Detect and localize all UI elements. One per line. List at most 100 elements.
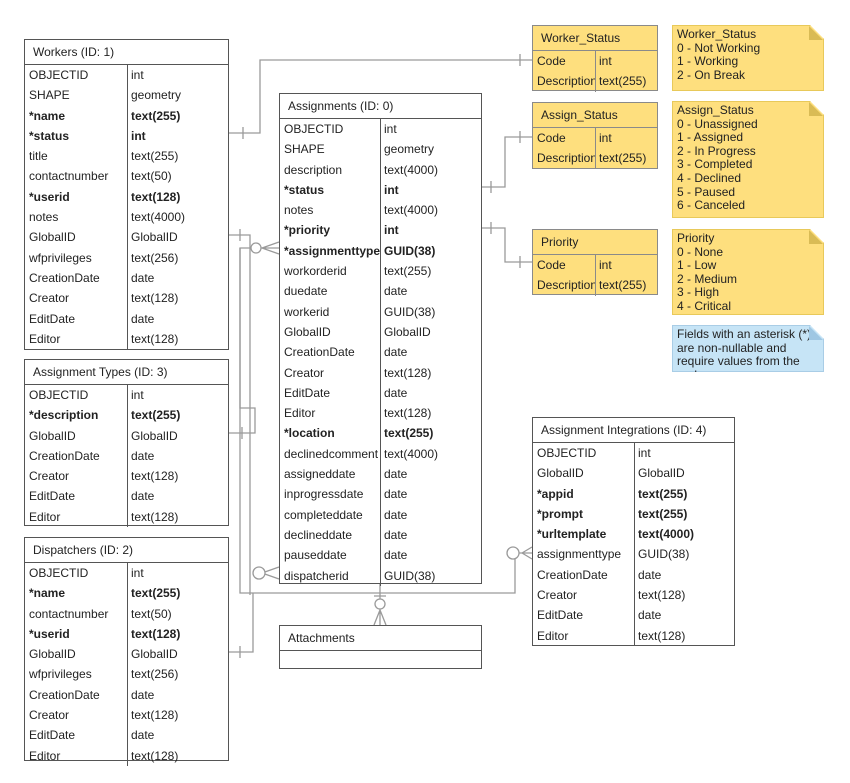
column-divider [595, 51, 596, 92]
field-name: Creator [29, 708, 70, 723]
field-type: date [131, 311, 155, 326]
field-row: *description text(255) [25, 405, 228, 425]
field-type: date [384, 284, 408, 299]
field-list: OBJECTID int SHAPE geometry description text(… [280, 119, 481, 586]
field-row: Editor text(128) [280, 403, 481, 423]
field-list: OBJECTID int SHAPE geometry *name text(255) *s… [25, 65, 228, 350]
field-type: text(128) [638, 628, 686, 643]
field-type: text(256) [131, 667, 179, 682]
field-list: OBJECTID int GlobalID GlobalID *appid text(25… [533, 443, 734, 646]
field-name: EditDate [537, 608, 584, 623]
field-name: *name [29, 108, 66, 123]
note-line: 3 - High [677, 285, 720, 300]
column-divider [127, 385, 128, 528]
field-name: contactnumber [29, 169, 109, 184]
field-list: OBJECTID int *description text(255) GlobalID… [25, 385, 228, 528]
field-row: *appid text(255) [533, 484, 734, 504]
field-name: *location [284, 426, 335, 441]
field-name: wfprivileges [29, 667, 92, 682]
field-type: text(4000) [131, 210, 186, 225]
field-row: Editor text(128) [25, 746, 228, 766]
table-title: Assign_Status [533, 103, 657, 128]
field-type: text(255) [384, 426, 434, 441]
field-type: GlobalID [131, 230, 178, 245]
field-type: text(255) [599, 151, 647, 166]
field-type: text(128) [131, 189, 181, 204]
field-list: Code int Description text(255) [533, 128, 657, 169]
note-line: Worker_Status [677, 27, 757, 41]
field-name: Editor [29, 748, 61, 763]
note-worker-status: Worker_Status 0 - Not Working 1 - Working 2… [672, 25, 824, 91]
field-name: wfprivileges [29, 250, 92, 265]
field-row: *priority int [280, 220, 481, 240]
field-row: title text(255) [25, 146, 228, 166]
field-type: text(128) [131, 469, 179, 484]
field-name: GlobalID [284, 324, 331, 339]
field-type: text(128) [131, 291, 179, 306]
field-row: *location text(255) [280, 423, 481, 443]
column-divider [380, 119, 381, 586]
field-type: GUID(38) [638, 547, 690, 562]
column-divider [127, 563, 128, 766]
note-line: 1 - Working [677, 54, 739, 69]
field-row: GlobalID GlobalID [280, 322, 481, 342]
field-name: Creator [29, 469, 70, 484]
field-row: EditDate date [25, 725, 228, 745]
field-row: Editor text(128) [25, 329, 228, 349]
field-row: wfprivileges text(256) [25, 248, 228, 268]
field-row: *urltemplate text(4000) [533, 524, 734, 544]
field-name: *status [284, 182, 325, 197]
field-name: declinedcomment [284, 446, 379, 461]
field-name: OBJECTID [29, 68, 89, 82]
field-row: SHAPE geometry [25, 85, 228, 105]
table-title: Dispatchers (ID: 2) [25, 538, 228, 563]
field-name: CreationDate [537, 567, 608, 582]
field-name: declineddate [284, 527, 353, 542]
field-name: *userid [29, 626, 70, 641]
field-type: text(128) [131, 331, 179, 346]
field-type: int [384, 122, 397, 136]
field-name: *status [29, 128, 70, 143]
field-row: Description text(255) [533, 148, 657, 168]
field-name: Creator [284, 365, 325, 380]
field-name: workorderid [284, 264, 347, 279]
field-row: *userid text(128) [25, 187, 228, 207]
field-name: notes [284, 203, 314, 218]
column-divider [595, 128, 596, 169]
field-name: Editor [284, 406, 316, 421]
field-row: Code int [533, 255, 657, 275]
field-name: EditDate [29, 489, 76, 504]
field-row: workerid GUID(38) [280, 302, 481, 322]
field-name: contactnumber [29, 606, 109, 621]
field-row: notes text(4000) [25, 207, 228, 227]
field-type: date [638, 567, 662, 582]
field-name: CreationDate [284, 345, 355, 360]
field-name: completeddate [284, 507, 363, 522]
field-name: duedate [284, 284, 328, 299]
field-row: declinedcomment text(4000) [280, 444, 481, 464]
table-title: Workers (ID: 1) [25, 40, 228, 65]
field-name: *description [29, 408, 99, 423]
field-row: Description text(255) [533, 275, 657, 295]
table-assignment-types: Assignment Types (ID: 3) OBJECTID int *desc… [24, 359, 229, 528]
table-title: Assignments (ID: 0) [280, 94, 481, 119]
field-row: EditDate date [533, 605, 734, 625]
field-row: GlobalID GlobalID [25, 227, 228, 247]
field-type: date [131, 687, 155, 702]
field-type: GUID(38) [384, 243, 436, 258]
field-row: GlobalID GlobalID [25, 426, 228, 446]
table-title: Assignment Integrations (ID: 4) [533, 418, 734, 443]
field-name: GlobalID [29, 647, 76, 662]
column-divider [634, 443, 635, 646]
field-type: text(256) [131, 250, 179, 265]
field-type: date [384, 527, 408, 542]
table-assignments: Assignments (ID: 0) OBJECTID int SHAPE geome… [279, 93, 482, 586]
field-type: date [131, 489, 155, 504]
domain-priority: Priority Code int Description text(255) [532, 229, 658, 296]
note-line: Priority [677, 231, 715, 245]
note-line: Assign_Status [677, 103, 754, 117]
field-row: CreationDate date [25, 685, 228, 705]
field-row: CreationDate date [533, 565, 734, 585]
field-type: int [599, 258, 612, 272]
